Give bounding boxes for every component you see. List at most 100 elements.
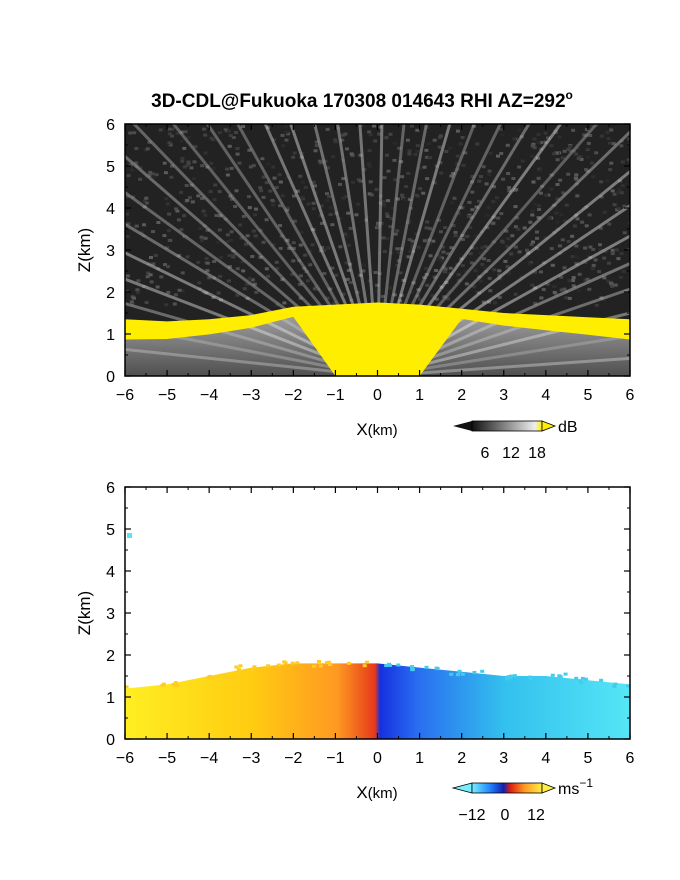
- noise-pixel: [437, 145, 442, 149]
- noise-pixel: [298, 282, 303, 286]
- noise-pixel: [580, 220, 585, 224]
- noise-pixel: [126, 222, 131, 226]
- noise-pixel: [185, 255, 190, 259]
- noise-pixel: [590, 161, 594, 165]
- noise-pixel: [439, 230, 443, 234]
- noise-pixel: [563, 219, 568, 223]
- noise-pixel: [145, 147, 150, 151]
- noise-pixel: [461, 254, 466, 258]
- noise-pixel: [208, 190, 213, 193]
- noise-pixel: [535, 247, 539, 250]
- noise-pixel: [185, 163, 190, 167]
- noise-pixel: [503, 259, 508, 263]
- noise-pixel: [483, 245, 488, 249]
- noise-pixel: [567, 279, 572, 283]
- noise-pixel: [430, 294, 435, 298]
- noise-pixel: [425, 177, 430, 181]
- noise-pixel: [584, 128, 589, 132]
- noise-pixel: [575, 217, 580, 221]
- noise-pixel: [367, 279, 372, 283]
- colorbar-tick: 18: [528, 445, 546, 462]
- noise-pixel: [576, 146, 581, 150]
- velocity-pixel: [509, 674, 513, 678]
- noise-pixel: [392, 293, 397, 297]
- noise-pixel: [510, 234, 515, 238]
- noise-pixel: [192, 177, 196, 181]
- noise-pixel: [134, 147, 139, 150]
- y-tick-label: 6: [106, 480, 115, 497]
- x-tick-label: 2: [457, 387, 466, 404]
- y-tick-label: 4: [106, 201, 115, 218]
- noise-pixel: [395, 197, 400, 201]
- noise-pixel: [470, 175, 475, 178]
- noise-pixel: [553, 129, 558, 133]
- noise-pixel: [612, 203, 617, 207]
- noise-pixel: [280, 133, 285, 137]
- noise-pixel: [331, 155, 336, 159]
- noise-pixel: [474, 205, 479, 209]
- noise-pixel: [576, 156, 581, 160]
- noise-pixel: [303, 186, 308, 189]
- noise-pixel: [484, 182, 489, 186]
- noise-pixel: [242, 287, 247, 291]
- noise-pixel: [283, 124, 288, 128]
- noise-pixel: [453, 234, 458, 238]
- velocity-pixel: [626, 684, 630, 688]
- noise-pixel: [550, 263, 555, 267]
- noise-pixel: [409, 196, 414, 200]
- noise-pixel: [407, 149, 412, 153]
- noise-pixel: [410, 246, 415, 250]
- noise-pixel: [555, 220, 560, 224]
- noise-pixel: [424, 267, 429, 270]
- noise-pixel: [588, 255, 593, 259]
- noise-pixel: [619, 252, 624, 256]
- noise-pixel: [417, 298, 422, 302]
- x-axis-label: X(km): [356, 420, 397, 439]
- noise-pixel: [628, 160, 630, 164]
- noise-pixel: [192, 160, 197, 164]
- colorbar-tick: 12: [502, 445, 520, 462]
- noise-pixel: [414, 232, 419, 236]
- noise-pixel: [252, 282, 257, 286]
- noise-pixel: [377, 251, 382, 255]
- noise-pixel: [559, 275, 564, 279]
- noise-pixel: [431, 239, 436, 243]
- noise-pixel: [530, 209, 535, 213]
- noise-pixel: [367, 130, 372, 134]
- noise-pixel: [407, 220, 411, 223]
- noise-pixel: [198, 227, 203, 230]
- noise-pixel: [598, 248, 603, 252]
- noise-pixel: [599, 180, 604, 184]
- colorbar-bar: [471, 782, 543, 794]
- velocity-pixel: [266, 664, 271, 668]
- noise-pixel: [619, 276, 623, 279]
- noise-pixel: [519, 275, 524, 279]
- noise-pixel: [126, 195, 130, 198]
- noise-pixel: [187, 196, 192, 200]
- noise-pixel: [552, 290, 557, 294]
- noise-pixel: [381, 236, 386, 240]
- noise-pixel: [398, 299, 403, 303]
- noise-pixel: [526, 251, 530, 255]
- noise-pixel: [475, 142, 480, 146]
- noise-pixel: [230, 197, 235, 201]
- noise-pixel: [445, 252, 450, 256]
- noise-pixel: [583, 246, 588, 250]
- noise-pixel: [326, 166, 331, 170]
- noise-pixel: [402, 198, 407, 202]
- noise-pixel: [218, 298, 223, 302]
- noise-pixel: [591, 247, 596, 251]
- noise-pixel: [572, 149, 577, 153]
- noise-pixel: [330, 266, 335, 270]
- noise-pixel: [395, 229, 400, 233]
- noise-pixel: [588, 134, 593, 137]
- noise-pixel: [218, 274, 223, 278]
- noise-pixel: [166, 290, 171, 294]
- x-tick-label: 2: [457, 750, 466, 767]
- velocity-pixel: [550, 673, 555, 677]
- noise-pixel: [175, 132, 180, 135]
- colorbar-left-arrow: [453, 421, 472, 431]
- noise-pixel: [316, 288, 320, 291]
- noise-pixel: [182, 146, 187, 150]
- noise-pixel: [163, 171, 168, 175]
